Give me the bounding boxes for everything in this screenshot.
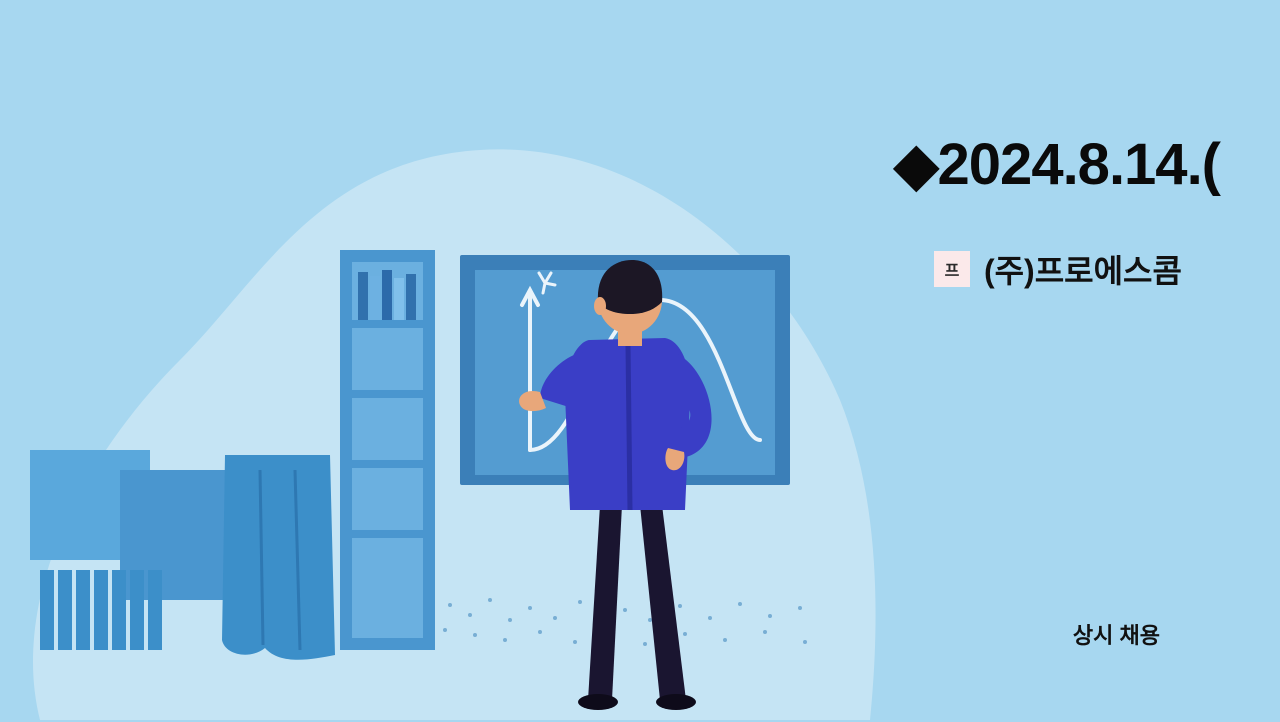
- text-block: ◆2024.8.14.( 프 (주)프로에스콤: [894, 130, 1220, 292]
- company-name: (주)프로에스콤: [984, 246, 1182, 292]
- book: [394, 278, 404, 320]
- book: [358, 272, 368, 320]
- company-logo-badge: 프: [934, 251, 970, 287]
- furniture-slats: [40, 570, 162, 650]
- book: [406, 274, 416, 320]
- book: [370, 276, 380, 320]
- recruitment-status: 상시 채용: [1073, 618, 1160, 650]
- company-row: 프 (주)프로에스콤: [934, 246, 1220, 292]
- book: [382, 270, 392, 320]
- posting-title: ◆2024.8.14.(: [894, 130, 1220, 198]
- draped-cloth: [222, 455, 335, 660]
- illustration: [0, 0, 900, 722]
